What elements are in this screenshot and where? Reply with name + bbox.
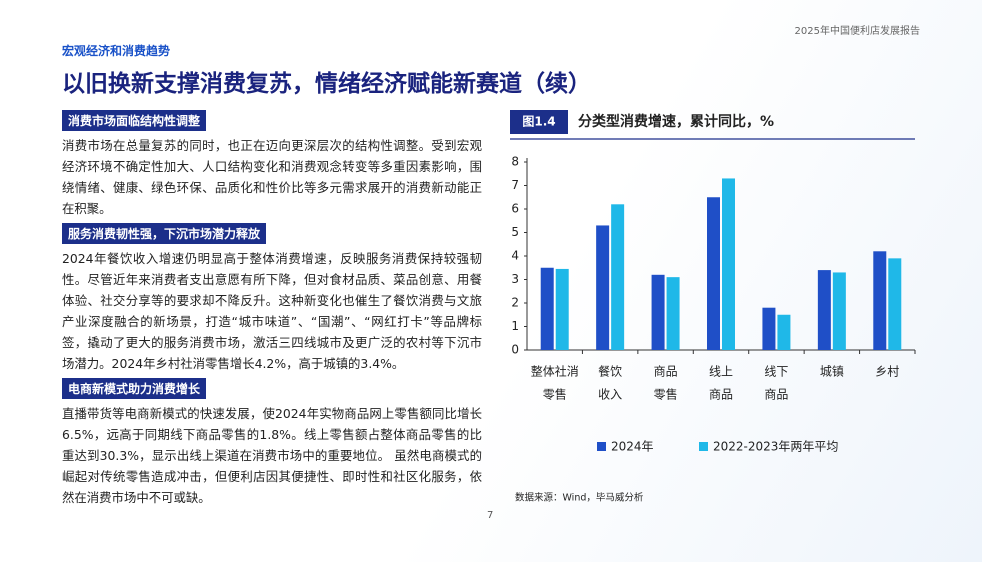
source: 数据来源：Wind，毕马威分析 [515,492,644,504]
bar [722,178,735,350]
y-tick-label: 4 [511,249,519,263]
page-number: 7 [487,510,494,521]
block-heading: 服务消费韧性强，下沉市场潜力释放 [62,223,267,244]
x-tick-label: 零售 [654,387,678,402]
bar [832,272,846,350]
y-tick-label: 6 [511,202,519,216]
block-text: 直播带货等电商新模式的快速发展，使2024年实物商品网上零售额同比增长6.5%，… [62,406,482,505]
bar [707,197,720,350]
legend-label: 2022-2023年两年平均 [713,440,838,454]
section-label: 宏观经济和消费趋势 [62,44,171,58]
legend-swatch [699,442,708,451]
x-tick-label: 餐饮 [598,364,622,379]
x-tick-label: 乡村 [875,365,899,379]
badge-bg [510,110,568,134]
x-tick-label: 整体社消 [531,364,579,379]
x-tick-label: 商品 [709,387,733,402]
bar [611,204,625,350]
y-tick-label: 5 [511,225,519,239]
bar [817,270,831,350]
bar [540,267,554,350]
y-tick-label: 3 [511,272,519,286]
x-tick-label: 线下 [764,365,788,379]
chart-title: 分类型消费增速，累计同比，% [578,113,774,130]
block-heading: 电商新模式助力消费增长 [62,378,207,399]
y-tick-label: 0 [511,343,519,357]
x-tick-label: 线上 [709,365,733,379]
bar [651,274,665,350]
x-tick-label: 城镇 [820,365,844,379]
bar [555,268,569,350]
block-text: 2024年餐饮收入增速仍明显高于整体消费增速，反映服务消费保持较强韧性。尽管近年… [62,251,482,371]
block-heading: 消费市场面临结构性调整 [62,110,207,131]
y-tick-label: 2 [511,296,519,310]
y-tick-label: 1 [511,319,519,333]
chart-badge: 图1.4 [522,115,555,129]
block-text: 消费市场在总量复苏的同时，也正在迈向更深层次的结构性调整。受到宏观经济环境不确定… [62,138,482,216]
x-tick-label: 商品 [654,364,678,379]
legend-label: 2024年 [611,440,654,454]
bar [762,307,776,350]
bar [666,277,680,350]
page-title: 以旧换新支撑消费复苏，情绪经济赋能新赛道（续） [62,71,591,97]
bar [888,258,902,350]
y-tick-label: 7 [511,178,519,192]
bar [873,251,887,350]
x-tick-label: 商品 [764,387,788,402]
x-tick-label: 收入 [598,388,622,402]
bar [777,314,791,350]
legend-swatch [597,442,606,451]
bar [596,225,610,350]
text-column: 消费市场面临结构性调整消费市场在总量复苏的同时，也正在迈向更深层次的结构性调整。… [62,110,482,512]
report-name: 2025年中国便利店发展报告 [794,26,920,37]
x-tick-label: 零售 [543,387,567,402]
y-tick-label: 8 [511,155,519,169]
